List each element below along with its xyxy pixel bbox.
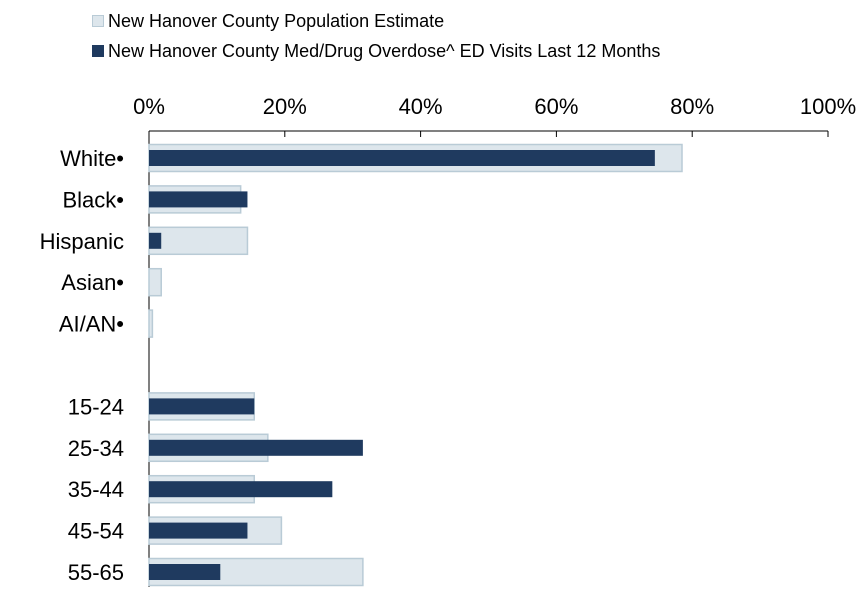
category-label: 55-65 xyxy=(68,560,124,585)
category-label: 45-54 xyxy=(68,519,124,544)
category-label: 15-24 xyxy=(68,394,124,419)
legend-label-ed-visits: New Hanover County Med/Drug Overdose^ ED… xyxy=(108,40,661,61)
x-tick-label: 20% xyxy=(263,94,307,119)
bar-ed-visits xyxy=(149,481,333,498)
x-tick-label: 80% xyxy=(670,94,714,119)
category-label: 35-44 xyxy=(68,477,124,502)
legend-item-ed-visits: New Hanover County Med/Drug Overdose^ ED… xyxy=(92,36,660,66)
legend: New Hanover County Population Estimate N… xyxy=(92,6,660,66)
legend-item-population: New Hanover County Population Estimate xyxy=(92,6,660,36)
category-label: AI/AN• xyxy=(59,312,124,337)
bar-ed-visits xyxy=(149,522,248,539)
x-tick-label: 0% xyxy=(133,94,165,119)
bar-population xyxy=(148,309,154,338)
bar-population xyxy=(148,226,249,256)
category-label: Asian• xyxy=(61,270,124,295)
x-tick-label: 100% xyxy=(800,94,856,119)
bar-ed-visits xyxy=(149,564,221,580)
bar-ed-visits xyxy=(149,439,363,456)
legend-label-population: New Hanover County Population Estimate xyxy=(108,10,445,31)
bar-ed-visits xyxy=(149,232,162,249)
category-label: Hispanic xyxy=(40,229,124,254)
category-label: White• xyxy=(60,146,124,171)
bar-ed-visits xyxy=(149,191,248,208)
category-label: 25-34 xyxy=(68,436,124,461)
legend-swatch-ed-visits xyxy=(92,45,104,57)
x-tick-label: 60% xyxy=(534,94,578,119)
bar-ed-visits xyxy=(149,150,655,166)
legend-swatch-population xyxy=(92,15,104,27)
bar-population xyxy=(148,267,162,297)
bar-ed-visits xyxy=(149,398,255,415)
category-label: Black• xyxy=(63,187,125,212)
x-tick-label: 40% xyxy=(399,94,443,119)
